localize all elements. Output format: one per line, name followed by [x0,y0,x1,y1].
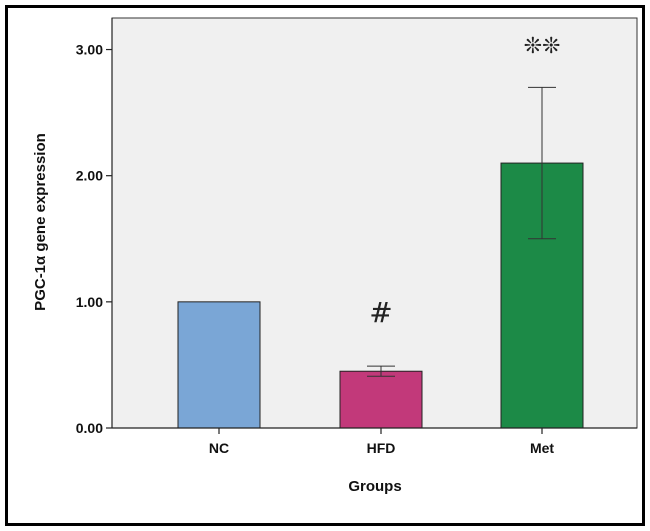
annotations-group: # ❊❊ [369,34,560,329]
y-tick-label: 1.00 [76,294,103,310]
x-axis-title: Groups [348,478,401,495]
y-tick-label: 2.00 [76,168,103,184]
annotation-hfd: # [369,296,392,329]
error-bars-group [367,86,556,377]
x-tick-label-met: Met [530,440,554,456]
bars-group [177,162,584,429]
x-axis: NC HFD Met [112,427,637,456]
annotation-met: ❊❊ [524,34,561,59]
bar-nc [177,301,261,429]
error-bar-met [528,86,556,240]
x-tick-label-nc: NC [209,440,229,456]
y-axis: 0.00 1.00 2.00 3.00 [76,18,113,436]
x-tick-label-hfd: HFD [367,440,396,456]
error-bar-hfd [367,365,395,377]
y-axis-title: PGC-1α gene expression [32,133,49,311]
bar-hfd [339,370,423,429]
y-tick-label: 3.00 [76,42,103,58]
y-tick-label: 0.00 [76,420,103,436]
